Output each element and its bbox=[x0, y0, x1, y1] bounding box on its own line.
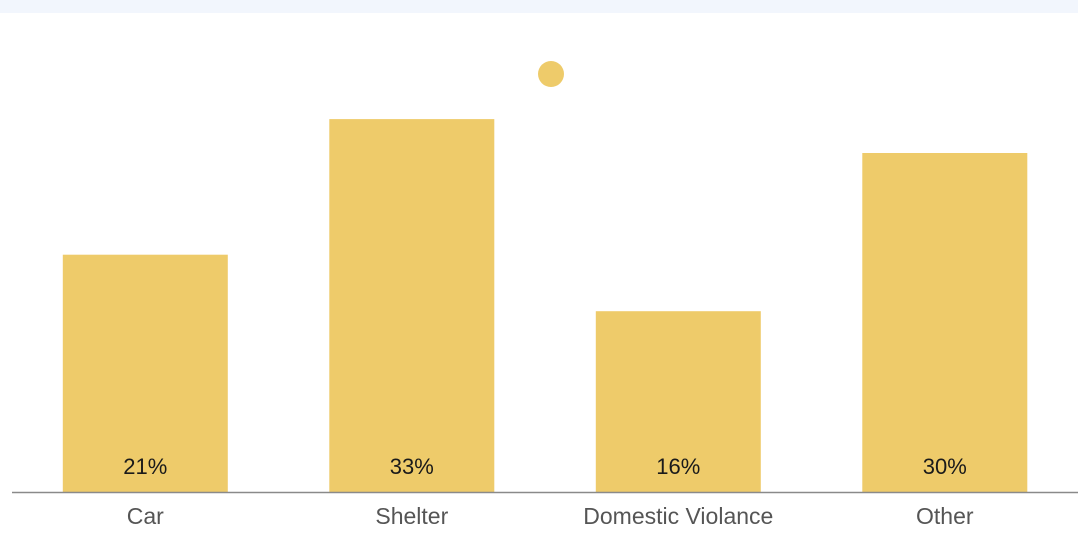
legend bbox=[538, 61, 564, 87]
bar-value-label: 30% bbox=[923, 454, 967, 479]
category-label: Domestic Violance bbox=[583, 503, 773, 529]
bar-value-label: 16% bbox=[656, 454, 700, 479]
bar bbox=[329, 119, 495, 492]
category-label: Other bbox=[916, 503, 974, 529]
bar bbox=[62, 254, 228, 492]
bar bbox=[595, 311, 761, 492]
bar-value-label: 33% bbox=[390, 454, 434, 479]
category-label: Car bbox=[127, 503, 164, 529]
bars: 21% 33% 16% 30% bbox=[62, 119, 1028, 492]
category-labels: Car Shelter Domestic Violance Other bbox=[127, 503, 974, 529]
bar bbox=[862, 153, 1028, 492]
top-band bbox=[0, 0, 1078, 13]
legend-marker bbox=[538, 61, 564, 87]
bar-value-label: 21% bbox=[123, 454, 167, 479]
category-label: Shelter bbox=[375, 503, 448, 529]
